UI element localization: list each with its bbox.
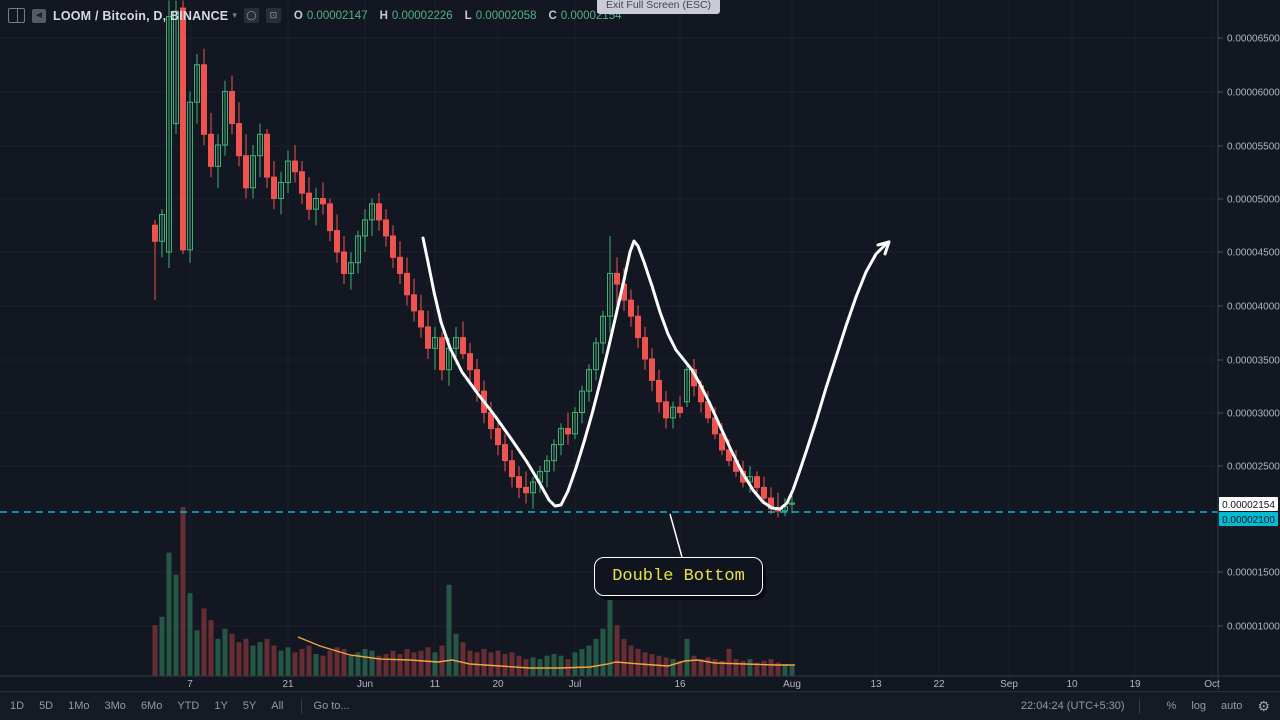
- time-tick-label: Jul: [569, 679, 582, 690]
- low-label: L: [464, 9, 472, 22]
- clock-timezone[interactable]: 22:04:24 (UTC+5:30): [1020, 700, 1125, 712]
- svg-text:0.00002154: 0.00002154: [1222, 500, 1275, 511]
- time-tick-label: 16: [674, 679, 686, 690]
- time-tick-label: 13: [870, 679, 882, 690]
- price-tick-label: 0.00006500: [1227, 34, 1280, 45]
- low-value: 0.00002058: [475, 9, 537, 22]
- time-tick-label: Oct: [1204, 679, 1220, 690]
- exit-fullscreen-tooltip: Exit Full Screen (ESC): [597, 0, 721, 14]
- time-tick-label: 21: [282, 679, 294, 690]
- time-tick-label: 7: [187, 679, 193, 690]
- range-1mo-button[interactable]: 1Mo: [68, 700, 90, 712]
- chart-canvas[interactable]: 0.00006500 0.00006000 0.00005500 0.00005000…: [0, 0, 1280, 690]
- close-label: C: [548, 9, 557, 22]
- range-5y-button[interactable]: 5Y: [242, 700, 257, 712]
- time-tick-label: Sep: [1000, 679, 1018, 690]
- time-tick-label: Aug: [783, 679, 801, 690]
- range-1y-button[interactable]: 1Y: [214, 700, 228, 712]
- price-tick-label: 0.00004000: [1227, 302, 1280, 313]
- pattern-drawing[interactable]: [421, 236, 891, 511]
- time-tick-label: 20: [492, 679, 504, 690]
- range-1d-button[interactable]: 1D: [10, 700, 25, 712]
- range-ytd-button[interactable]: YTD: [177, 700, 200, 712]
- level-price-tag: [1219, 512, 1278, 526]
- price-tick-label: 0.00004500: [1227, 248, 1280, 259]
- symbol-title[interactable]: LOOM / Bitcoin, D, BINANCE: [53, 8, 229, 23]
- symbol-logo-icon: ◄: [32, 8, 46, 23]
- price-tick-label: 0.00005500: [1227, 142, 1280, 153]
- gear-icon[interactable]: ⚙: [1257, 697, 1270, 714]
- open-label: O: [293, 9, 303, 22]
- callout-text: Double Bottom: [612, 567, 745, 586]
- goto-button[interactable]: Go to...: [313, 700, 350, 712]
- auto-scale-button[interactable]: auto: [1221, 700, 1243, 712]
- price-axis[interactable]: 0.00006500 0.00006000 0.00005500 0.00005000…: [1217, 0, 1280, 690]
- time-tick-label: Jun: [357, 679, 373, 690]
- high-value: 0.00002226: [391, 9, 453, 22]
- range-all-button[interactable]: All: [271, 700, 284, 712]
- high-label: H: [379, 9, 388, 22]
- time-tick-label: 22: [933, 679, 945, 690]
- legend-circle-icon[interactable]: ◯: [243, 8, 259, 23]
- current-price-tag: [1219, 497, 1278, 511]
- log-scale-button[interactable]: log: [1191, 700, 1207, 712]
- svg-text:0.00002100: 0.00002100: [1222, 515, 1275, 526]
- price-tick-label: 0.00005000: [1227, 195, 1280, 206]
- open-value: 0.00002147: [306, 9, 368, 22]
- toolbar-divider: [300, 698, 302, 714]
- price-tick-label: 0.00002500: [1227, 462, 1280, 473]
- candlestick-series: [152, 0, 795, 518]
- double-bottom-callout[interactable]: Double Bottom: [594, 557, 763, 596]
- price-tick-label: 0.00001500: [1227, 568, 1280, 579]
- range-5d-button[interactable]: 5D: [39, 700, 54, 712]
- chart-legend: ◄ LOOM / Bitcoin, D, BINANCE ▾ ◯ ⊡ O 0.0…: [8, 8, 630, 23]
- time-tick-label: 10: [1066, 679, 1078, 690]
- chevron-down-icon[interactable]: ▾: [232, 10, 237, 20]
- legend-style-icon[interactable]: ⊡: [265, 8, 281, 23]
- time-tick-label: 11: [430, 679, 441, 690]
- range-3mo-button[interactable]: 3Mo: [104, 700, 126, 712]
- ohlc-readout: O 0.00002147 H 0.00002226 L 0.00002058 C…: [294, 10, 630, 22]
- callout-tail: [669, 513, 683, 558]
- percent-scale-button[interactable]: %: [1166, 700, 1177, 712]
- price-tick-label: 0.00003500: [1227, 356, 1280, 367]
- time-tick-label: 19: [1129, 679, 1141, 690]
- price-tick-label: 0.00001000: [1227, 622, 1280, 633]
- layout-columns-icon[interactable]: [8, 8, 25, 23]
- volume-ma-line: [297, 636, 795, 669]
- time-axis[interactable]: 7 21 Jun 11 20 Jul 16 Aug 13 22 Sep 10 19 Oct: [0, 675, 1280, 690]
- range-6mo-button[interactable]: 6Mo: [140, 700, 163, 712]
- price-tick-label: 0.00006000: [1227, 88, 1280, 99]
- bottom-toolbar: 1D 5D 1Mo 3Mo 6Mo YTD 1Y 5Y All Go to...…: [0, 691, 1280, 720]
- price-tick-label: 0.00003000: [1227, 409, 1280, 420]
- toolbar-divider: [1138, 698, 1140, 714]
